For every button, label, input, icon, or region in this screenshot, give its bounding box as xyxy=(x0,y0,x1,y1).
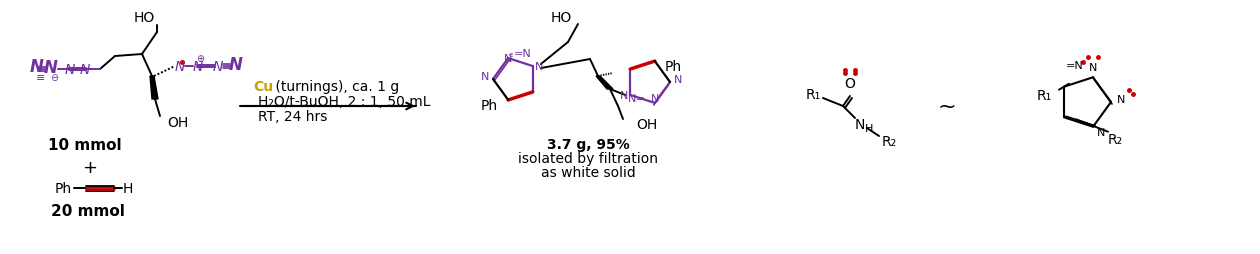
Text: N: N xyxy=(64,63,76,77)
Text: N: N xyxy=(30,58,44,76)
Text: OH: OH xyxy=(636,118,658,132)
Text: N: N xyxy=(44,59,58,77)
Text: N: N xyxy=(1089,63,1097,73)
Text: HO: HO xyxy=(551,11,572,25)
Text: N: N xyxy=(534,62,543,72)
Text: ⊖: ⊖ xyxy=(50,73,58,83)
Text: Ph: Ph xyxy=(481,99,498,113)
Text: HO: HO xyxy=(134,11,155,25)
Text: H: H xyxy=(864,123,873,133)
Polygon shape xyxy=(150,77,158,100)
Text: N: N xyxy=(650,93,659,104)
Text: N: N xyxy=(620,91,629,101)
Text: N: N xyxy=(79,63,91,77)
Text: R₂: R₂ xyxy=(882,134,897,148)
Text: Ph: Ph xyxy=(665,60,682,74)
Text: N=: N= xyxy=(627,93,645,104)
Text: H: H xyxy=(122,181,134,195)
Text: as white solid: as white solid xyxy=(541,165,635,179)
Text: isolated by filtration: isolated by filtration xyxy=(518,151,658,165)
Text: O: O xyxy=(844,77,856,91)
Text: N: N xyxy=(229,56,243,74)
Polygon shape xyxy=(596,77,614,90)
Text: N: N xyxy=(481,72,489,82)
Text: ≡: ≡ xyxy=(37,73,45,83)
Text: N: N xyxy=(193,60,203,74)
Text: +: + xyxy=(82,158,97,176)
Text: N: N xyxy=(175,60,185,74)
Text: ⊕: ⊕ xyxy=(197,54,204,64)
Text: =N: =N xyxy=(513,49,530,59)
Text: R₁: R₁ xyxy=(1037,88,1052,102)
Text: R₁: R₁ xyxy=(805,88,820,102)
Text: 20 mmol: 20 mmol xyxy=(52,204,125,219)
Text: (turnings), ca. 1 g: (turnings), ca. 1 g xyxy=(271,80,399,94)
Text: N: N xyxy=(854,118,866,132)
Text: Cu: Cu xyxy=(253,80,273,94)
Text: N: N xyxy=(1116,95,1125,105)
Text: e: e xyxy=(509,52,513,58)
Text: N: N xyxy=(213,60,223,74)
Text: H₂O/t-BuOH, 2 : 1, 50 mL: H₂O/t-BuOH, 2 : 1, 50 mL xyxy=(258,95,431,108)
Text: N: N xyxy=(1097,127,1105,137)
Text: =N: =N xyxy=(1066,61,1084,71)
Text: Ph: Ph xyxy=(55,181,72,195)
Text: N: N xyxy=(504,54,513,64)
Text: R₂: R₂ xyxy=(1108,132,1123,146)
Text: 3.7 g, 95%: 3.7 g, 95% xyxy=(547,137,630,151)
Text: OH: OH xyxy=(168,116,188,130)
Text: N: N xyxy=(674,75,682,85)
Text: ~: ~ xyxy=(937,97,956,117)
Text: 10 mmol: 10 mmol xyxy=(48,137,122,152)
Text: RT, 24 hrs: RT, 24 hrs xyxy=(258,109,328,123)
